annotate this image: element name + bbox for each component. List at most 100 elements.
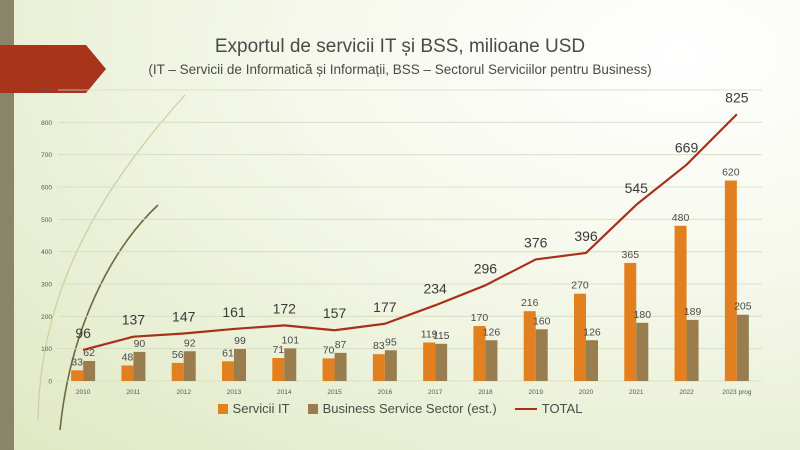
bar-bss [334, 352, 347, 381]
bar-it [724, 180, 737, 381]
y-tick-label: 600 [41, 185, 52, 192]
data-label-bss: 205 [734, 301, 752, 313]
data-label-it: 56 [172, 349, 184, 361]
data-label-it: 270 [571, 280, 589, 292]
bar-bss [83, 360, 96, 381]
data-label-total: 234 [423, 280, 447, 296]
x-tick-label: 2010 [76, 389, 91, 396]
data-label-it: 33 [71, 356, 83, 368]
bar-it [121, 365, 134, 381]
bar-bss [435, 343, 448, 381]
bar-bss [183, 351, 196, 381]
data-label-total: 825 [725, 89, 749, 105]
bar-bss [636, 322, 649, 381]
data-label-total: 96 [75, 325, 91, 341]
y-tick-label: 100 [41, 346, 52, 353]
x-tick-label: 2020 [579, 389, 594, 396]
data-label-total: 396 [574, 228, 598, 244]
x-tick-label: 2015 [327, 389, 342, 396]
decorative-curves [37, 94, 186, 431]
y-tick-label: 800 [41, 120, 52, 127]
bars [71, 180, 749, 381]
data-label-it: 119 [421, 329, 438, 341]
data-label-bss: 180 [634, 309, 652, 321]
legend: Servicii IT Business Service Sector (est… [0, 401, 800, 416]
data-label-it: 480 [672, 212, 690, 224]
bar-bss [535, 329, 548, 381]
data-label-it: 620 [722, 167, 740, 179]
x-tick-label: 2016 [378, 389, 393, 396]
data-label-it: 61 [222, 347, 234, 359]
data-label-total: 669 [675, 140, 699, 156]
x-axis: 2010 2011 2012 2013 2014 2015 2016 2017 2018 2019… [76, 389, 752, 396]
bar-it [674, 225, 687, 381]
bar-it [272, 358, 285, 381]
data-label-it: 170 [471, 312, 489, 324]
data-label-bss: 126 [583, 326, 601, 338]
total-line [82, 113, 738, 352]
bar-it [473, 326, 486, 381]
bar-it [222, 361, 234, 381]
y-axis: 0 100 200 300 400 500 600 700 800 900 [41, 88, 52, 386]
total-series-line [82, 113, 738, 352]
data-label-bss: 62 [83, 347, 95, 359]
y-tick-label: 900 [41, 88, 52, 95]
bar-bss [284, 348, 297, 381]
y-tick-label: 200 [41, 314, 52, 321]
bar-it [71, 370, 84, 381]
chart-subtitle: (IT – Servicii de Informatică și Informa… [148, 62, 652, 77]
data-label-bss: 115 [433, 330, 450, 342]
y-tick-label: 400 [41, 249, 52, 256]
legend-label-bss: Business Service Sector (est.) [322, 401, 497, 416]
legend-item-it[interactable]: Servicii IT [217, 401, 290, 416]
data-label-it: 71 [272, 344, 284, 356]
data-label-bss: 95 [385, 336, 397, 348]
x-tick-label: 2013 [227, 389, 242, 396]
data-label-total: 296 [474, 260, 498, 276]
x-tick-label: 2014 [277, 389, 292, 396]
data-label-it: 48 [122, 351, 134, 363]
bar-bss [133, 351, 146, 381]
bar-it [423, 342, 436, 381]
data-label-total: 545 [625, 180, 649, 196]
chart-title: Exportul de servicii IT și BSS, milioane… [214, 36, 586, 57]
bar-it [372, 354, 385, 381]
x-tick-label: 2017 [428, 389, 443, 396]
bar-bss [384, 350, 397, 381]
x-tick-label: 2019 [528, 389, 543, 396]
data-label-bss: 90 [134, 338, 146, 350]
data-label-total: 137 [122, 312, 146, 328]
y-tick-label: 500 [41, 217, 52, 224]
x-tick-label: 2012 [176, 389, 191, 396]
bar-it [523, 311, 536, 381]
legend-swatch-total [514, 407, 537, 410]
decorative-curve [59, 204, 159, 431]
data-label-total: 376 [524, 234, 548, 250]
bar-bss [736, 314, 749, 381]
x-tick-label: 2023 prog [722, 389, 752, 396]
legend-item-bss[interactable]: Business Service Sector (est.) [307, 401, 497, 416]
x-tick-label: 2018 [478, 389, 493, 396]
legend-swatch-it [217, 403, 228, 414]
data-label-bss: 189 [684, 306, 702, 318]
data-label-it: 365 [622, 249, 640, 261]
data-label-bss: 99 [234, 335, 246, 347]
title-arrow-shape [0, 45, 106, 93]
data-label-bss: 126 [483, 326, 501, 338]
data-label-bss: 101 [282, 334, 300, 346]
legend-label-total: TOTAL [541, 401, 583, 416]
y-tick-label: 700 [41, 152, 52, 159]
x-tick-label: 2022 [679, 389, 694, 396]
decorative-curve [37, 94, 186, 421]
legend-item-total[interactable]: TOTAL [514, 401, 583, 416]
gridlines [58, 89, 762, 382]
y-tick-label: 300 [41, 282, 52, 289]
data-label-total: 172 [273, 300, 297, 316]
data-label-total: 157 [323, 305, 347, 321]
x-tick-label: 2021 [629, 389, 644, 396]
y-tick-label: 0 [48, 379, 52, 386]
data-label-total: 161 [222, 304, 246, 320]
bar-bss [686, 319, 699, 381]
